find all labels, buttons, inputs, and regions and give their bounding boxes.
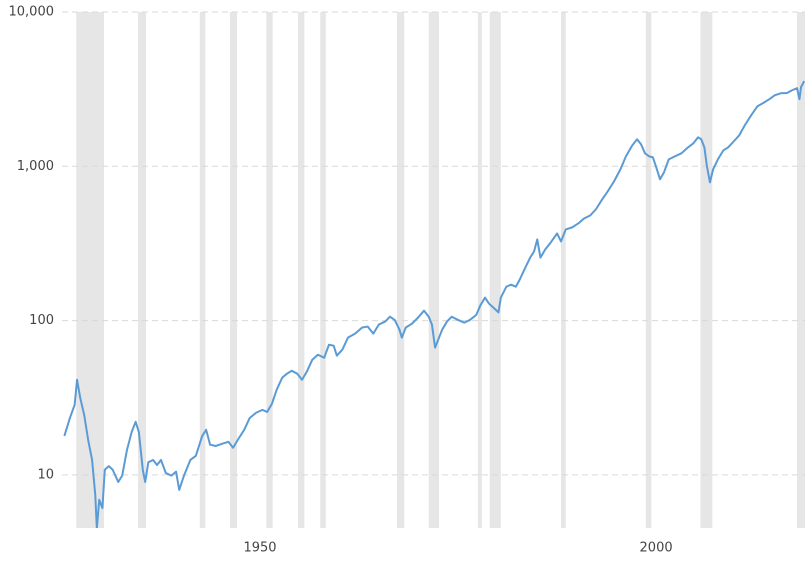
recession-band [229,12,238,528]
recession-band [489,12,501,528]
recession-band [76,12,104,528]
recession-band [797,12,805,528]
recession-band [298,12,305,528]
tick-labels: 10 100 1,000 10,000 1950 2000 [9,5,673,556]
recession-band [561,12,566,528]
x-tick-label: 2000 [640,541,673,556]
y-tick-label: 100 [29,313,54,328]
plot-area [63,80,806,528]
recession-band [320,12,326,528]
recession-band [477,12,482,528]
grid [62,11,805,476]
recession-band [397,12,405,528]
recession-band [428,12,440,528]
x-tick-label: 1950 [243,541,276,556]
recession-band [645,12,652,528]
recession-band [199,12,206,528]
y-tick-label: 10 [37,467,54,482]
recession-band [700,12,713,528]
recession-band [138,12,146,528]
recession-band [266,12,273,528]
y-tick-label: 1,000 [17,159,54,174]
y-tick-label: 10,000 [9,5,55,20]
data-line [63,80,806,528]
recession-bands [76,12,805,528]
